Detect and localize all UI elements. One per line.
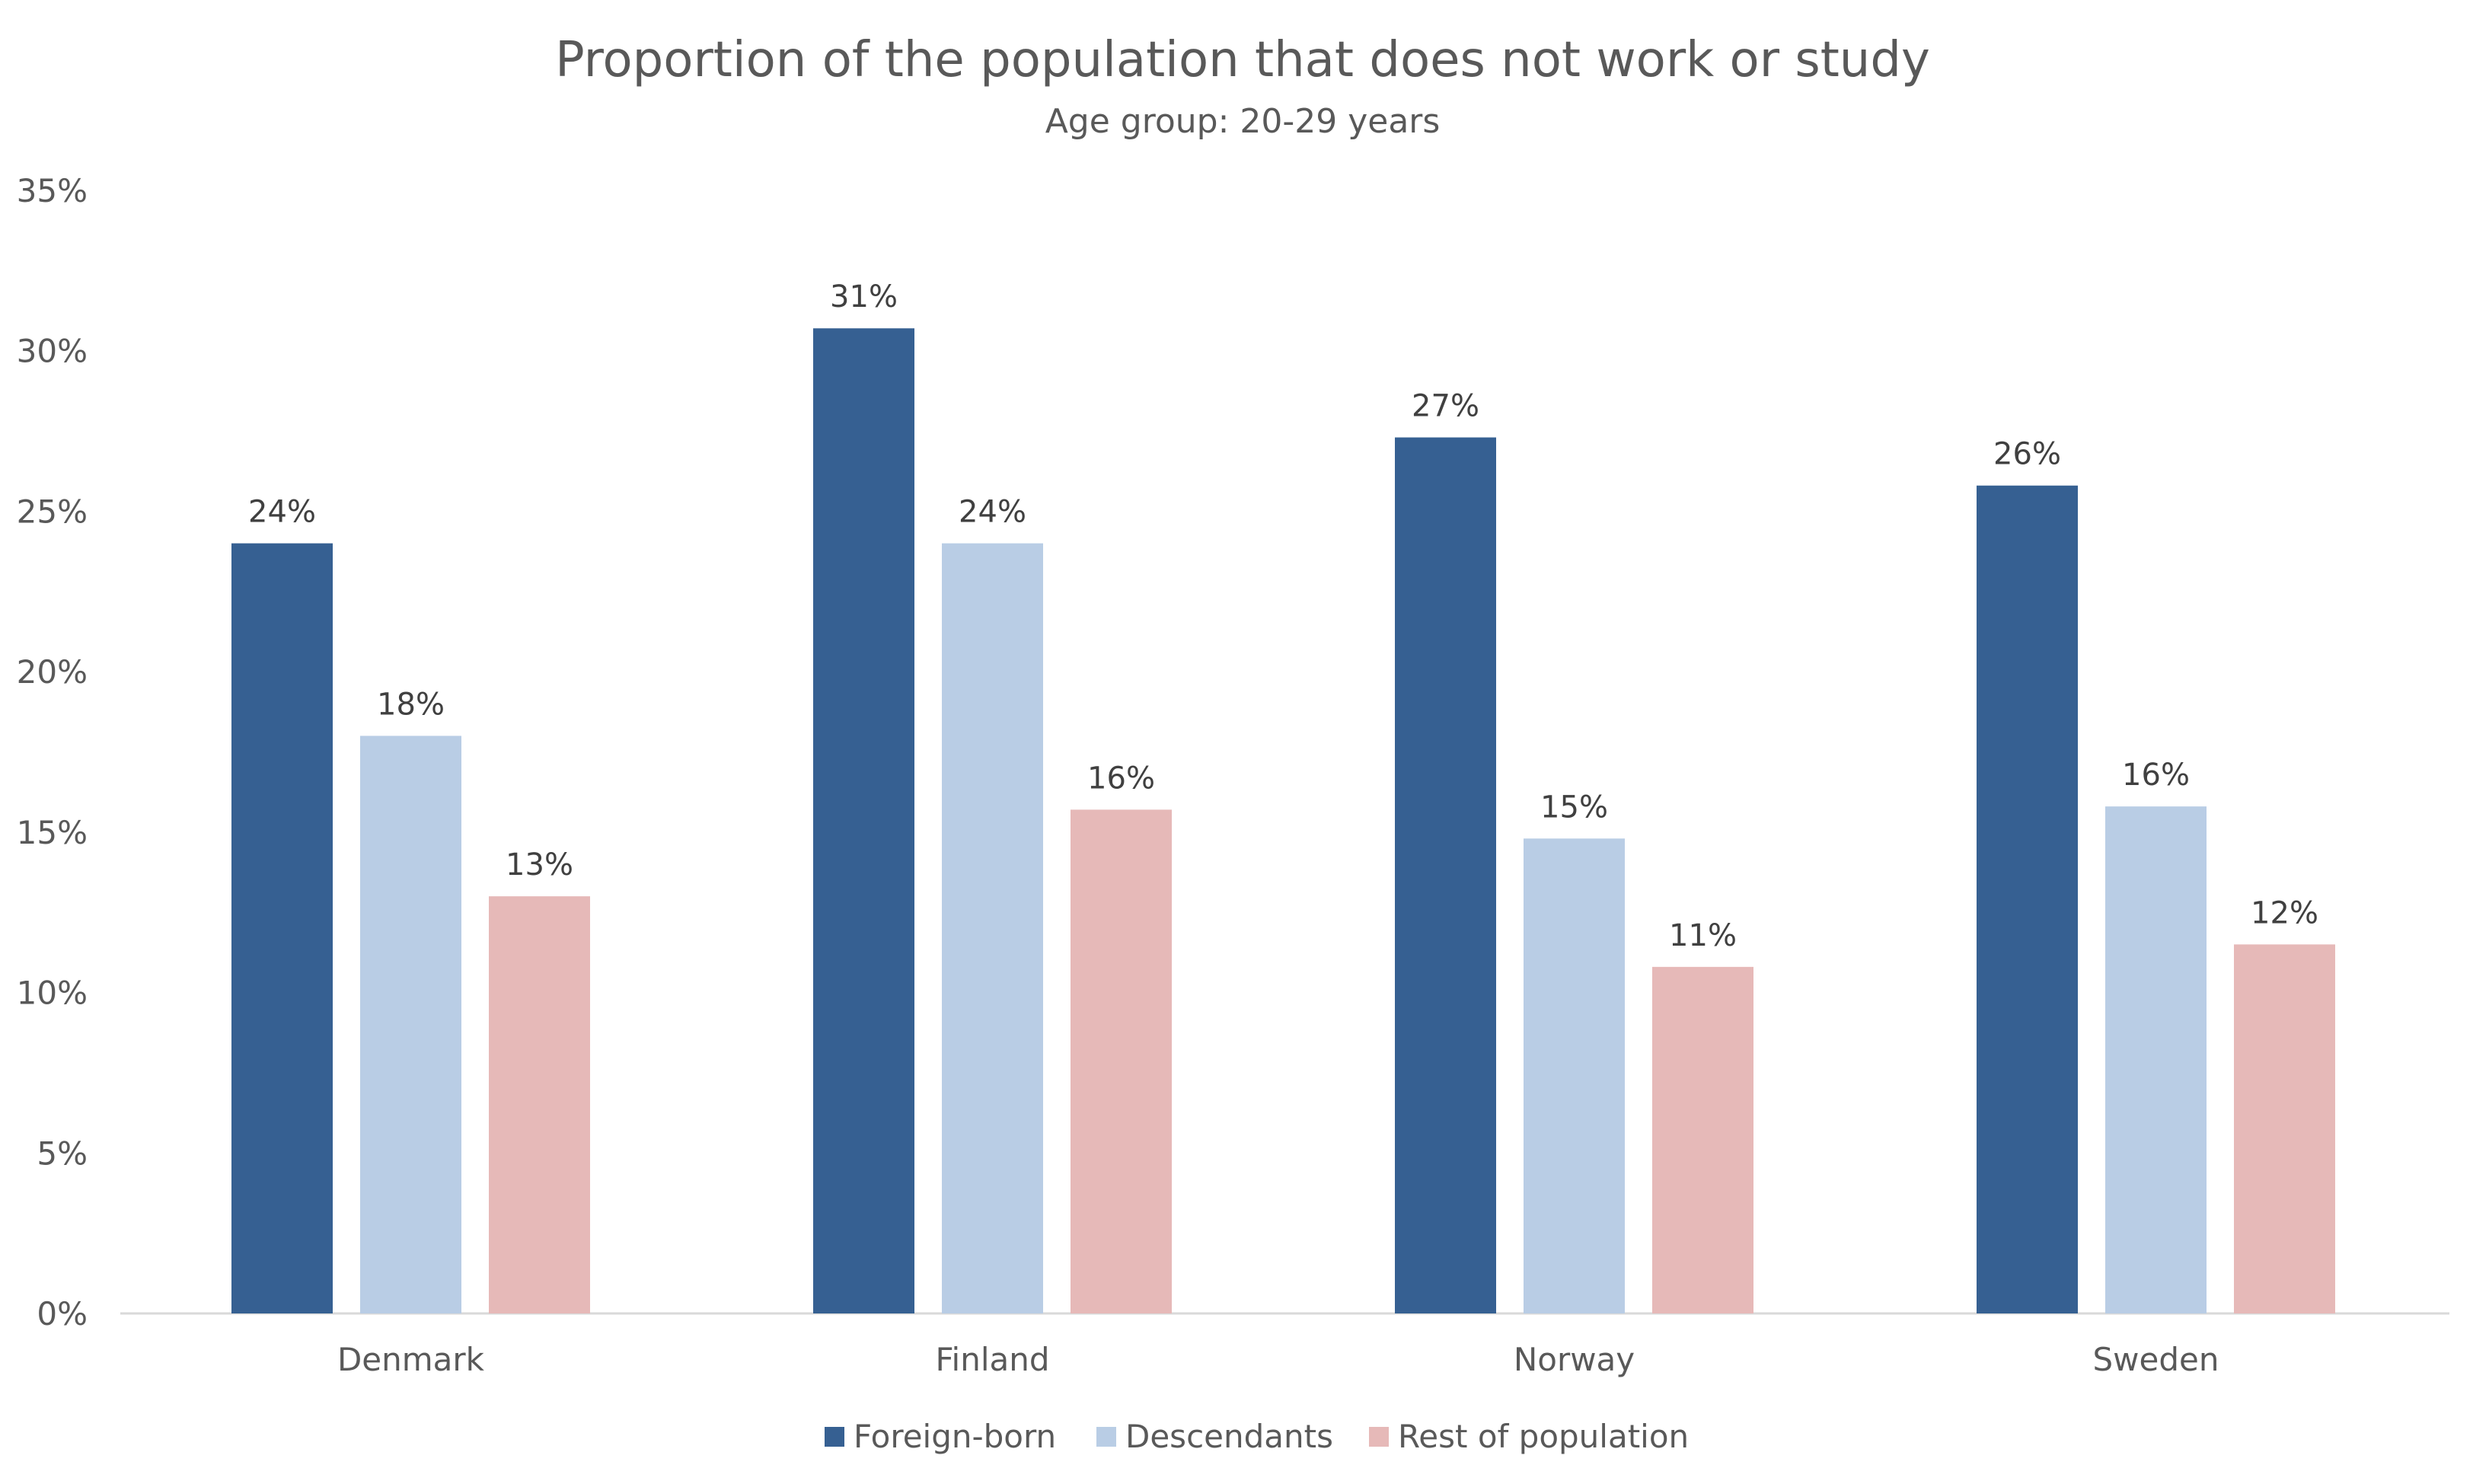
bar-sweden-rest-of-population (2234, 944, 2335, 1313)
y-tick-label: 30% (17, 333, 88, 370)
bar-norway-foreign-born (1395, 437, 1496, 1313)
data-label: 12% (2251, 895, 2318, 930)
y-tick-label: 0% (37, 1295, 88, 1332)
bar-finland-foreign-born (813, 328, 914, 1313)
y-axis-ticks: 0% 5% 10% 15% 20% 25% 30% 35% (17, 172, 88, 1332)
bar-sweden-descendants (2105, 806, 2207, 1313)
data-label: 18% (377, 687, 445, 722)
data-label: 31% (830, 279, 898, 314)
y-tick-label: 20% (17, 653, 88, 691)
bar-finland-rest-of-population (1071, 809, 1172, 1313)
data-label: 13% (506, 847, 573, 882)
data-label: 27% (1412, 389, 1479, 424)
x-tick-label: Finland (935, 1341, 1049, 1378)
y-tick-label: 5% (37, 1135, 88, 1172)
data-label: 16% (2122, 758, 2190, 793)
data-label: 24% (959, 495, 1026, 530)
bar-denmark-foreign-born (231, 543, 333, 1313)
bar-norway-rest-of-population (1652, 966, 1753, 1313)
data-label: 26% (1993, 437, 2061, 472)
legend-swatch (1096, 1427, 1116, 1447)
data-label: 24% (248, 495, 316, 530)
x-axis-labels: Denmark Finland Norway Sweden (337, 1341, 2219, 1378)
data-label: 16% (1087, 761, 1155, 796)
x-tick-label: Norway (1514, 1341, 1635, 1378)
legend-label: Foreign-born (854, 1418, 1056, 1455)
bar-norway-descendants (1524, 838, 1625, 1313)
bar-denmark-rest-of-population (489, 896, 590, 1313)
bar-finland-descendants (942, 543, 1043, 1313)
y-tick-label: 25% (17, 493, 88, 530)
legend: Foreign-born Descendants Rest of populatio… (825, 1418, 1689, 1455)
chart-title: Proportion of the population that does n… (555, 32, 1930, 88)
bar-denmark-descendants (360, 736, 461, 1313)
bar-sweden-foreign-born (1977, 485, 2078, 1313)
x-tick-label: Denmark (337, 1341, 485, 1378)
bars: 24% 18% 13% 31% 24% 16% 27% 15% 11% 26% 16% 12% (231, 279, 2335, 1313)
chart-subtitle: Age group: 20-29 years (1045, 102, 1441, 141)
legend-swatch (825, 1427, 844, 1447)
y-tick-label: 15% (17, 814, 88, 851)
data-label: 15% (1540, 790, 1608, 825)
y-tick-label: 35% (17, 172, 88, 209)
x-tick-label: Sweden (2093, 1341, 2219, 1378)
y-tick-label: 10% (17, 975, 88, 1012)
data-label: 11% (1669, 918, 1737, 953)
legend-label: Rest of population (1398, 1418, 1689, 1455)
legend-swatch (1369, 1427, 1389, 1447)
legend-label: Descendants (1125, 1418, 1333, 1455)
